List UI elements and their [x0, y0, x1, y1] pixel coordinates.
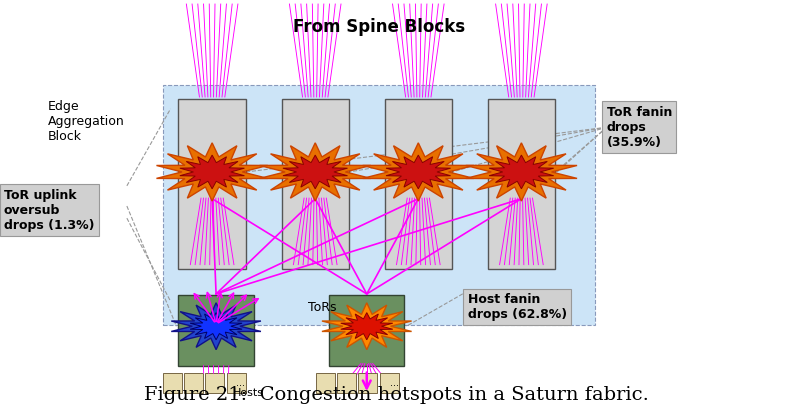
Polygon shape: [489, 155, 554, 189]
Bar: [316, 373, 335, 393]
Bar: [329, 295, 404, 366]
Bar: [178, 295, 254, 366]
Bar: [380, 373, 399, 393]
Text: Hosts: Hosts: [232, 388, 264, 398]
Text: Figure 21:  Congestion hotspots in a Saturn fabric.: Figure 21: Congestion hotspots in a Satu…: [144, 386, 649, 404]
Text: ...: ...: [390, 378, 399, 388]
Text: ToR fanin
drops
(35.9%): ToR fanin drops (35.9%): [607, 106, 672, 149]
Polygon shape: [283, 155, 347, 189]
Bar: [163, 85, 595, 325]
Bar: [488, 99, 555, 269]
Bar: [337, 373, 356, 393]
Text: From Spine Blocks: From Spine Blocks: [293, 18, 465, 36]
Bar: [282, 99, 349, 269]
Text: ToRs: ToRs: [308, 301, 336, 314]
Bar: [205, 373, 224, 393]
Polygon shape: [341, 313, 393, 340]
Bar: [184, 373, 203, 393]
Polygon shape: [171, 303, 261, 349]
Bar: [227, 373, 246, 393]
Polygon shape: [386, 155, 450, 189]
Polygon shape: [322, 303, 412, 349]
Polygon shape: [465, 143, 577, 201]
Polygon shape: [259, 143, 371, 201]
Text: Edge
Aggregation
Block: Edge Aggregation Block: [48, 100, 125, 143]
Polygon shape: [156, 143, 268, 201]
Text: ToR uplink
oversub
drops (1.3%): ToR uplink oversub drops (1.3%): [4, 189, 94, 231]
Polygon shape: [362, 143, 474, 201]
Bar: [358, 373, 377, 393]
Bar: [385, 99, 452, 269]
Polygon shape: [180, 155, 244, 189]
Text: ...: ...: [236, 378, 245, 388]
Bar: [163, 373, 182, 393]
Text: Host fanin
drops (62.8%): Host fanin drops (62.8%): [468, 293, 567, 321]
Bar: [178, 99, 246, 269]
Polygon shape: [190, 313, 242, 340]
